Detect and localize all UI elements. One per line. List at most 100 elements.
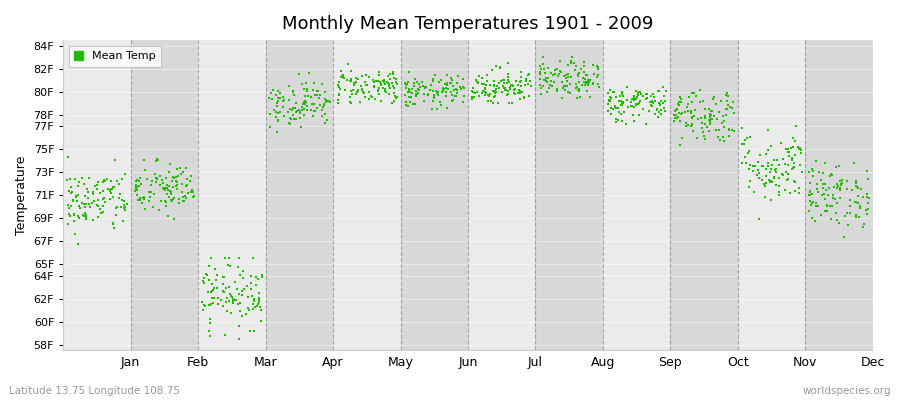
Point xyxy=(166,184,180,191)
Point xyxy=(160,182,175,188)
Point xyxy=(86,216,101,223)
Point xyxy=(298,101,312,108)
Point xyxy=(849,180,863,186)
Point xyxy=(707,94,722,100)
Point xyxy=(626,111,640,118)
Point xyxy=(631,90,645,96)
Point xyxy=(815,181,830,188)
Point xyxy=(418,98,432,104)
Point xyxy=(383,85,398,91)
Point xyxy=(398,79,412,86)
Point xyxy=(138,206,152,212)
Point xyxy=(153,173,167,180)
Point xyxy=(70,240,85,247)
Point xyxy=(485,67,500,74)
Point xyxy=(180,182,194,188)
Point xyxy=(160,186,175,193)
Point xyxy=(701,106,716,112)
Point xyxy=(344,100,358,106)
Point xyxy=(695,125,709,132)
Point xyxy=(471,80,485,86)
Point xyxy=(450,90,464,96)
Point xyxy=(685,115,699,121)
Point xyxy=(158,203,173,210)
Point xyxy=(817,181,832,188)
Point xyxy=(785,157,799,163)
Point xyxy=(220,262,235,268)
Point xyxy=(70,192,85,199)
Point xyxy=(822,185,836,192)
Bar xyxy=(536,40,603,350)
Point xyxy=(252,299,266,306)
Point xyxy=(301,88,315,94)
Point xyxy=(166,174,181,181)
Point xyxy=(782,153,796,160)
Point xyxy=(148,171,162,178)
Point xyxy=(486,100,500,106)
Point xyxy=(668,108,682,114)
Point xyxy=(388,93,402,100)
Point xyxy=(806,173,821,179)
Point xyxy=(390,94,404,100)
Point xyxy=(756,163,770,170)
Point xyxy=(129,185,143,191)
Point xyxy=(611,109,625,116)
Point xyxy=(316,104,330,110)
Point xyxy=(580,77,595,83)
Point xyxy=(386,75,400,81)
Point xyxy=(571,73,585,80)
Point xyxy=(217,289,231,296)
Point xyxy=(149,156,164,162)
Point xyxy=(610,117,625,123)
Point xyxy=(644,102,658,108)
Point xyxy=(247,298,261,304)
Point xyxy=(570,84,584,90)
Point xyxy=(628,95,643,102)
Point xyxy=(824,171,839,177)
Point xyxy=(482,93,496,99)
Point xyxy=(849,182,863,189)
Point xyxy=(680,104,694,110)
Point xyxy=(413,84,428,91)
Point xyxy=(752,175,766,181)
Point xyxy=(746,163,760,169)
Point xyxy=(615,102,629,108)
Point xyxy=(109,212,123,218)
Point xyxy=(514,74,528,80)
Point xyxy=(252,295,266,302)
Point xyxy=(67,210,81,217)
Point xyxy=(787,178,801,184)
Point xyxy=(681,101,696,107)
Point xyxy=(255,272,269,278)
Point xyxy=(202,328,216,334)
Point xyxy=(725,105,740,111)
Point xyxy=(626,96,640,102)
Point xyxy=(97,176,112,183)
Point xyxy=(679,120,693,126)
Point xyxy=(496,76,510,83)
Point xyxy=(356,88,370,95)
Legend: Mean Temp: Mean Temp xyxy=(68,46,161,67)
Point xyxy=(706,96,721,102)
Bar xyxy=(738,40,806,350)
Point xyxy=(491,100,505,106)
Point xyxy=(791,184,806,191)
Point xyxy=(837,234,851,240)
Point xyxy=(600,108,615,114)
Point xyxy=(246,300,260,307)
Point xyxy=(465,94,480,100)
Point xyxy=(752,216,767,222)
Point xyxy=(79,216,94,222)
Point xyxy=(673,118,688,124)
Point xyxy=(718,112,733,118)
Point xyxy=(684,108,698,114)
Point xyxy=(788,178,802,185)
Point xyxy=(409,90,423,97)
Point xyxy=(602,98,616,104)
Point xyxy=(269,108,284,115)
Point xyxy=(646,100,661,106)
Point xyxy=(244,286,258,292)
Point xyxy=(202,333,217,339)
Point xyxy=(130,186,144,193)
Point xyxy=(377,78,392,85)
